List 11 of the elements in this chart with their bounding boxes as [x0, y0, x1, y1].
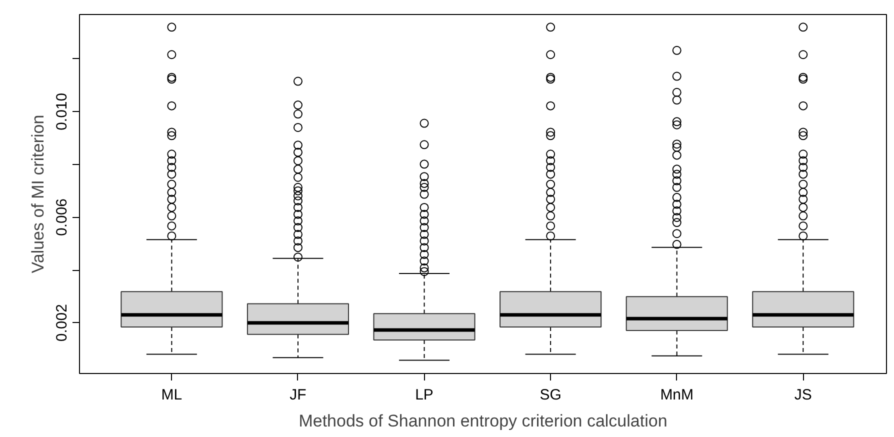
- x-tick-label: LP: [415, 386, 434, 404]
- x-axis-title: Methods of Shannon entropy criterion calculation: [298, 412, 668, 430]
- y-tick-label: 0.006: [54, 198, 70, 236]
- x-tick-label: MnM: [660, 386, 694, 404]
- x-tick-label: ML: [161, 386, 182, 404]
- y-axis-title: Values of MI criterion: [28, 114, 48, 274]
- x-tick-label: JF: [290, 386, 306, 404]
- x-tick-label: JS: [794, 386, 812, 404]
- y-tick-label: 0.002: [54, 304, 70, 342]
- y-tick-label: 0.010: [54, 92, 70, 130]
- x-tick-label: SG: [540, 386, 562, 404]
